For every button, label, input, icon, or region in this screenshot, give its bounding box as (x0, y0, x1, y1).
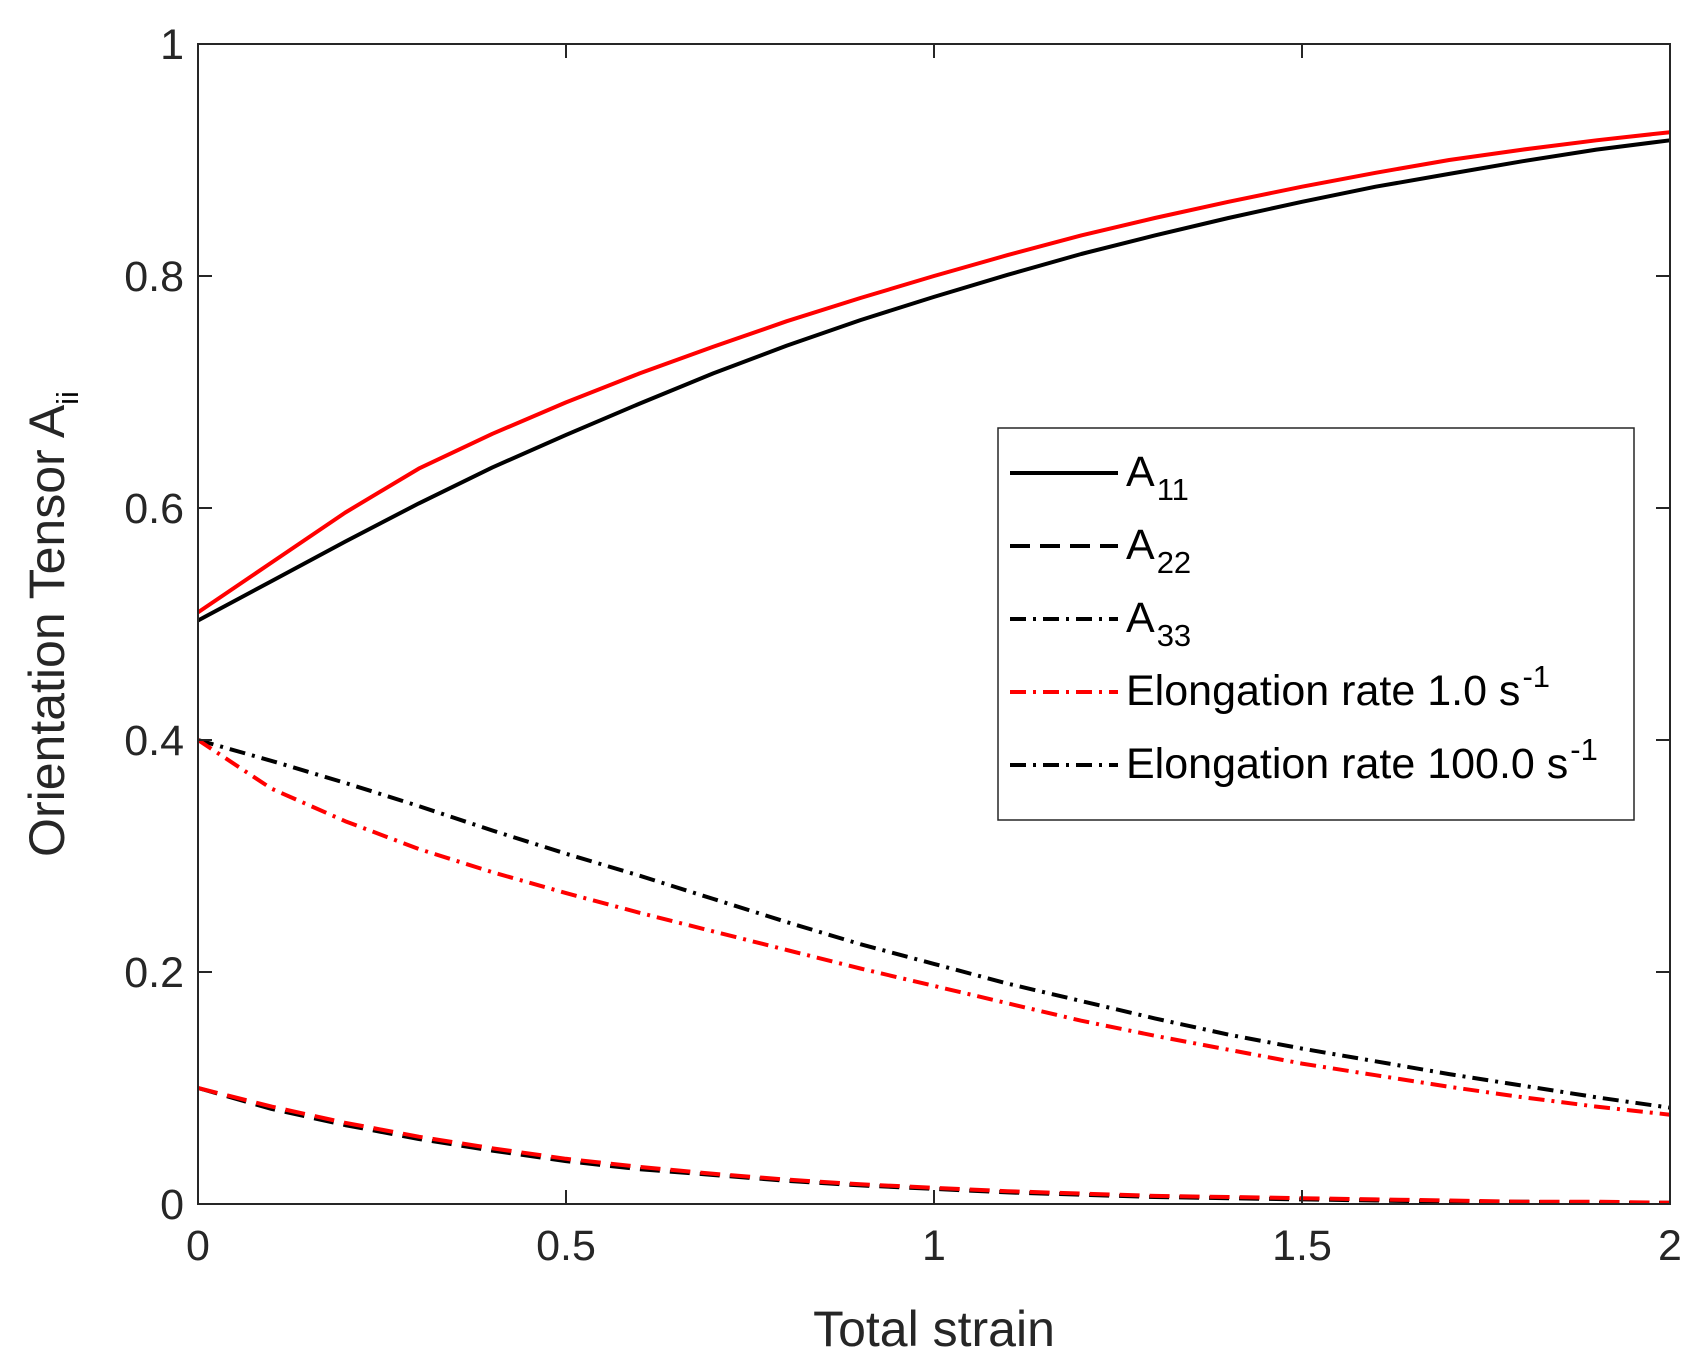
series-line-a11-rate-100-0 (197, 138, 1671, 623)
y-tick-label: 1 (160, 21, 184, 69)
legend-label: Elongation rate 100.0 s-1 (1126, 732, 1598, 788)
axis-ticks (197, 43, 1671, 1205)
y-tick-label: 0 (160, 1181, 184, 1229)
x-tick-label: 2 (1658, 1222, 1682, 1270)
legend-label-base: Elongation rate 1.0 s (1126, 667, 1520, 715)
y-axis-label-sub: ii (50, 391, 85, 405)
y-axis-label: Orientation Tensor Aii (19, 391, 85, 857)
x-tick-label: 1.5 (1272, 1222, 1332, 1270)
legend-label-sub: 11 (1157, 472, 1189, 507)
y-tick-label: 0.2 (124, 949, 184, 997)
series-line-a11-rate-1-0 (196, 130, 1671, 615)
legend-label: A22 (1126, 521, 1191, 580)
legend-label-sub: 33 (1157, 618, 1191, 653)
tick-labels: 0 0.5 1 1.5 2 0 0.2 0.4 0.6 0.8 1 (124, 21, 1682, 1270)
legend-label: A11 (1126, 448, 1189, 507)
x-axis-label: Total strain (813, 1301, 1055, 1357)
legend-box (997, 427, 1635, 821)
y-axis-label-base: Orientation Tensor A (19, 404, 75, 857)
legend-label-base: Elongation rate 100.0 s (1126, 740, 1568, 788)
y-tick-label: 0.4 (124, 717, 184, 765)
x-tick-label: 0.5 (536, 1222, 596, 1270)
legend-label-base: A (1126, 448, 1155, 496)
legend-label-base: A (1126, 521, 1155, 569)
legend-label: Elongation rate 1.0 s-1 (1126, 659, 1550, 715)
legend-label-sup: -1 (1570, 732, 1598, 767)
legend-label: A33 (1126, 594, 1191, 653)
series-line-a33-rate-100-0 (197, 738, 1671, 1110)
x-tick-label: 0 (186, 1222, 210, 1270)
y-tick-label: 0.8 (124, 253, 184, 301)
x-tick-label: 1 (922, 1222, 946, 1270)
legend-label-sub: 22 (1157, 545, 1191, 580)
legend-label-base: A (1126, 594, 1155, 642)
series-line-a33-rate-1-0 (196, 738, 1671, 1117)
y-tick-label: 0.6 (124, 485, 184, 533)
series-line-a22-rate-1-0 (197, 1086, 1671, 1205)
legend-label-sup: -1 (1522, 659, 1550, 694)
plot-lines (196, 130, 1671, 1205)
